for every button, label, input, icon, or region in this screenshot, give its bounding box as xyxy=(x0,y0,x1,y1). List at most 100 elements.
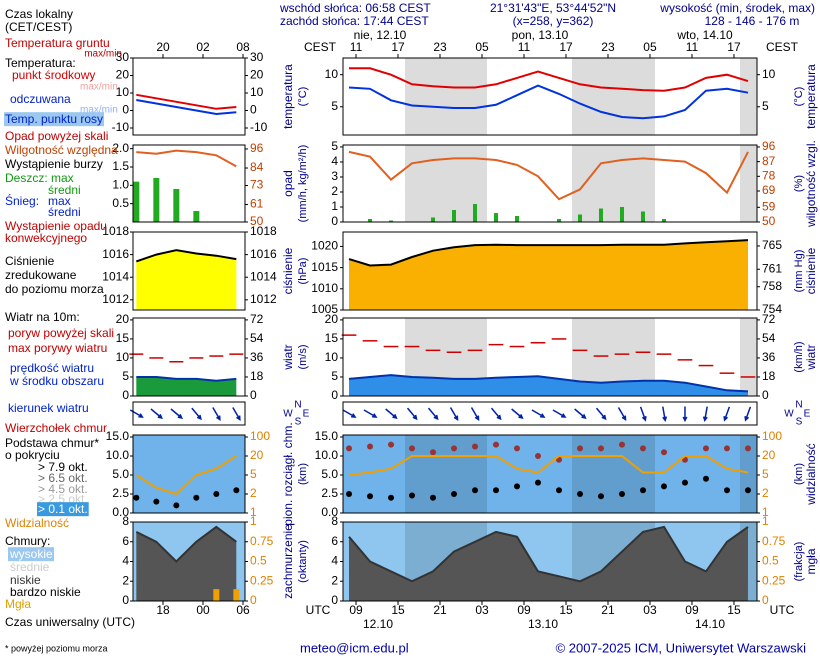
y2-tick-label: 100 xyxy=(250,429,270,443)
dot xyxy=(744,487,751,494)
wind-arrow xyxy=(639,406,647,422)
y-tick-label: 0 xyxy=(122,388,129,402)
y-axis-unit: (km) xyxy=(297,463,309,485)
line xyxy=(136,149,237,168)
wind-arrow xyxy=(406,407,418,421)
y2-axis-unit: (°C) xyxy=(793,87,805,107)
y-tick-label: 1005 xyxy=(311,302,338,316)
compass-label: S xyxy=(796,417,803,428)
bar xyxy=(619,206,624,222)
y-tick-label: 8 xyxy=(331,514,338,528)
bar xyxy=(556,218,561,222)
y-tick-label: 1 xyxy=(331,199,338,213)
y-tick-label: 1014 xyxy=(102,269,129,283)
bar xyxy=(233,589,240,601)
dot xyxy=(723,445,730,452)
y2-tick-label: 73 xyxy=(250,178,264,192)
area-fill xyxy=(136,377,237,396)
date-label: 14.10 xyxy=(695,617,725,631)
bar xyxy=(577,214,582,222)
bar xyxy=(452,209,457,222)
wind-arrow xyxy=(191,407,202,421)
line xyxy=(349,67,749,92)
y-tick-label: 10 xyxy=(116,85,130,99)
y2-tick-label: 1 xyxy=(762,505,769,519)
utc-tick-label: 03 xyxy=(643,603,657,617)
panel-background xyxy=(343,402,757,425)
y-tick-label: 4 xyxy=(122,554,129,568)
dot xyxy=(213,491,220,497)
legend-label: Opad powyżej skali xyxy=(5,129,108,143)
dot xyxy=(576,491,583,497)
y-tick-label: 10.0 xyxy=(315,448,339,462)
day-label: pon, 13.10 xyxy=(512,28,569,42)
y2-axis-title: widzialność xyxy=(804,443,818,505)
y-tick-label: 5 xyxy=(331,139,338,153)
dot xyxy=(702,475,709,482)
wind-arrow xyxy=(342,409,357,418)
y-tick-label: 8 xyxy=(122,514,129,528)
y-tick-label: 10.0 xyxy=(106,448,130,462)
legend-label: Wystąpienie burzy xyxy=(5,157,103,171)
y-tick-label: 0 xyxy=(331,214,338,228)
email[interactable]: meteo@icm.edu.pl xyxy=(300,640,409,655)
y2-axis-title: ciśnienie xyxy=(804,247,818,294)
area-line xyxy=(135,525,237,563)
legend-label: > 7.9 okt. xyxy=(38,460,88,474)
dot xyxy=(576,445,583,452)
night-band xyxy=(740,145,757,222)
y-tick-label: 15.0 xyxy=(315,429,339,443)
y2-tick-label: 1016 xyxy=(250,247,277,261)
utc-tick-label: 15 xyxy=(391,603,405,617)
legend-label: kierunek wiatru xyxy=(8,401,89,415)
day-label: wto, 14.10 xyxy=(676,28,733,42)
area-line xyxy=(348,239,749,267)
date-label: 12.10 xyxy=(363,617,393,631)
dot xyxy=(451,445,458,452)
legend-label: Temperatura gruntu xyxy=(5,36,110,50)
legend-label: > 4.5 okt. xyxy=(38,482,88,496)
y-tick-label: 15.0 xyxy=(106,429,130,443)
y2-tick-label: 0.75 xyxy=(762,534,786,548)
panel-border xyxy=(342,401,758,426)
legend-label: średni xyxy=(48,183,81,197)
y-tick-label: 1.0 xyxy=(112,178,129,192)
y2-tick-label: 0.25 xyxy=(250,573,274,587)
y2-tick-label: 50 xyxy=(250,214,264,228)
night-band xyxy=(572,58,655,135)
date-label: 13.10 xyxy=(528,617,558,631)
y-tick-label: 4 xyxy=(331,554,338,568)
wind-arrow xyxy=(363,409,378,418)
legend-label: o pokryciu xyxy=(5,448,60,462)
area-line xyxy=(348,525,749,583)
dot xyxy=(660,483,667,490)
dot xyxy=(346,491,353,497)
y2-tick-label: 0 xyxy=(250,593,257,607)
wind-arrow xyxy=(511,408,524,420)
dot xyxy=(472,443,479,450)
y-tick-label: 6 xyxy=(331,534,338,548)
dot xyxy=(346,445,353,452)
y2-tick-label: 54 xyxy=(762,331,776,345)
y2-tick-label: 0.5 xyxy=(250,554,267,568)
y-tick-label: 1015 xyxy=(311,260,338,274)
legend-label: max/min xyxy=(80,105,118,116)
legend-label: max xyxy=(48,194,71,208)
y2-tick-label: 5 xyxy=(762,467,769,481)
utc-tick-label: 15 xyxy=(559,603,573,617)
y-tick-label: 6 xyxy=(122,534,129,548)
legend-label: Mgła xyxy=(5,597,31,611)
legend-label: niskie xyxy=(10,573,41,587)
y2-axis-unit: (%) xyxy=(793,175,805,192)
panel-border xyxy=(132,434,246,514)
wind-arrow xyxy=(702,406,708,423)
y2-tick-label: 20 xyxy=(762,448,776,462)
legend-label: * powyżej poziomu morza xyxy=(5,643,108,653)
local-tick-label: 20 xyxy=(156,40,170,54)
local-label: CEST xyxy=(304,40,337,54)
wind-arrow xyxy=(744,406,752,422)
legend-label: Podstawa chmur* xyxy=(5,436,99,450)
y-tick-label: 0 xyxy=(331,388,338,402)
y-tick-label: 2.5 xyxy=(321,486,338,500)
y2-tick-label: 2 xyxy=(762,486,769,500)
